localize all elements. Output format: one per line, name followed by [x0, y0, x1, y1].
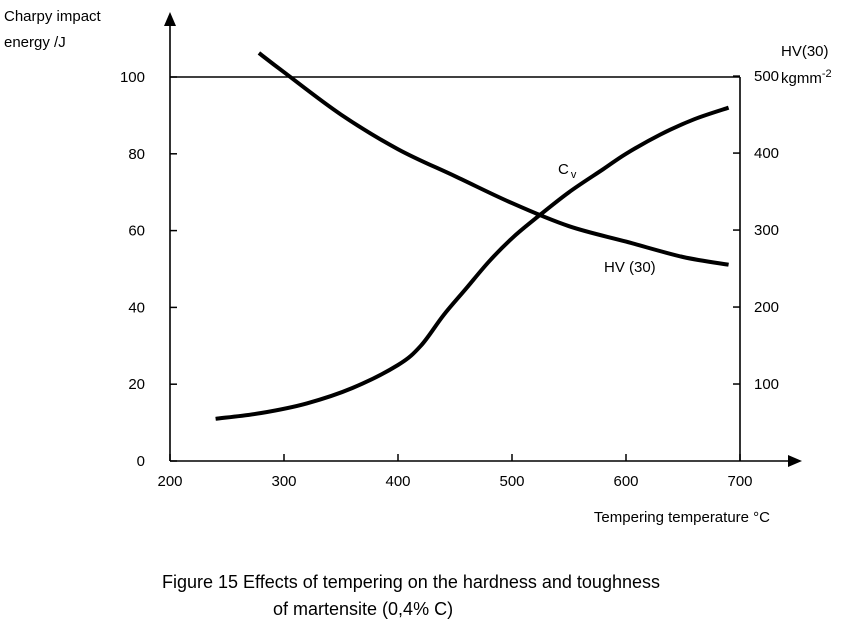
- right-axis-label-line2: kgmm-2: [781, 68, 832, 87]
- series-line-cv: [215, 105, 730, 421]
- chart: 200 300 400 500 600 700 0 20 40 60 80 100 100 200 300 4…: [4, 8, 832, 526]
- caption-line-1: Figure 15 Effects of tempering on the ha…: [162, 572, 660, 592]
- series-label-cv-sub: v: [571, 169, 577, 181]
- x-tick-label-500: 500: [499, 473, 524, 490]
- left-y-tick-label-0: 0: [137, 453, 145, 470]
- right-y-tick-label-100: 100: [754, 376, 779, 393]
- figure-caption: Figure 15 Effects of tempering on the ha…: [162, 569, 822, 623]
- x-axis-label: Tempering temperature °C: [594, 509, 770, 526]
- right-axis-unit-superscript: -2: [822, 68, 832, 80]
- right-axis-unit: kgmm: [781, 70, 822, 87]
- left-axis-label-line2: energy /J: [4, 34, 66, 51]
- right-y-tick-label-300: 300: [754, 222, 779, 239]
- x-tick-label-400: 400: [385, 473, 410, 490]
- x-tick-label-300: 300: [271, 473, 296, 490]
- series-line-hv: [257, 51, 729, 267]
- series-label-hv: HV (30): [604, 259, 656, 276]
- left-y-axis-arrow: [164, 12, 176, 26]
- x-tick-label-600: 600: [613, 473, 638, 490]
- x-axis-arrow: [788, 455, 802, 467]
- left-y-tick-label-20: 20: [128, 376, 145, 393]
- left-y-tick-label-40: 40: [128, 299, 145, 316]
- left-y-tick-label-80: 80: [128, 146, 145, 163]
- x-tick-label-200: 200: [157, 473, 182, 490]
- series-label-cv-main: C: [558, 161, 569, 178]
- left-axis-label-line1: Charpy impact: [4, 8, 102, 25]
- right-y-tick-label-400: 400: [754, 145, 779, 162]
- x-tick-label-700: 700: [727, 473, 752, 490]
- right-y-tick-label-200: 200: [754, 299, 779, 316]
- caption-line-2: of martensite (0,4% C): [273, 599, 454, 619]
- left-y-tick-label-60: 60: [128, 223, 145, 240]
- right-y-tick-label-500: 500: [754, 68, 779, 85]
- right-axis-label-line1: HV(30): [781, 43, 829, 60]
- left-y-tick-label-100: 100: [120, 69, 145, 86]
